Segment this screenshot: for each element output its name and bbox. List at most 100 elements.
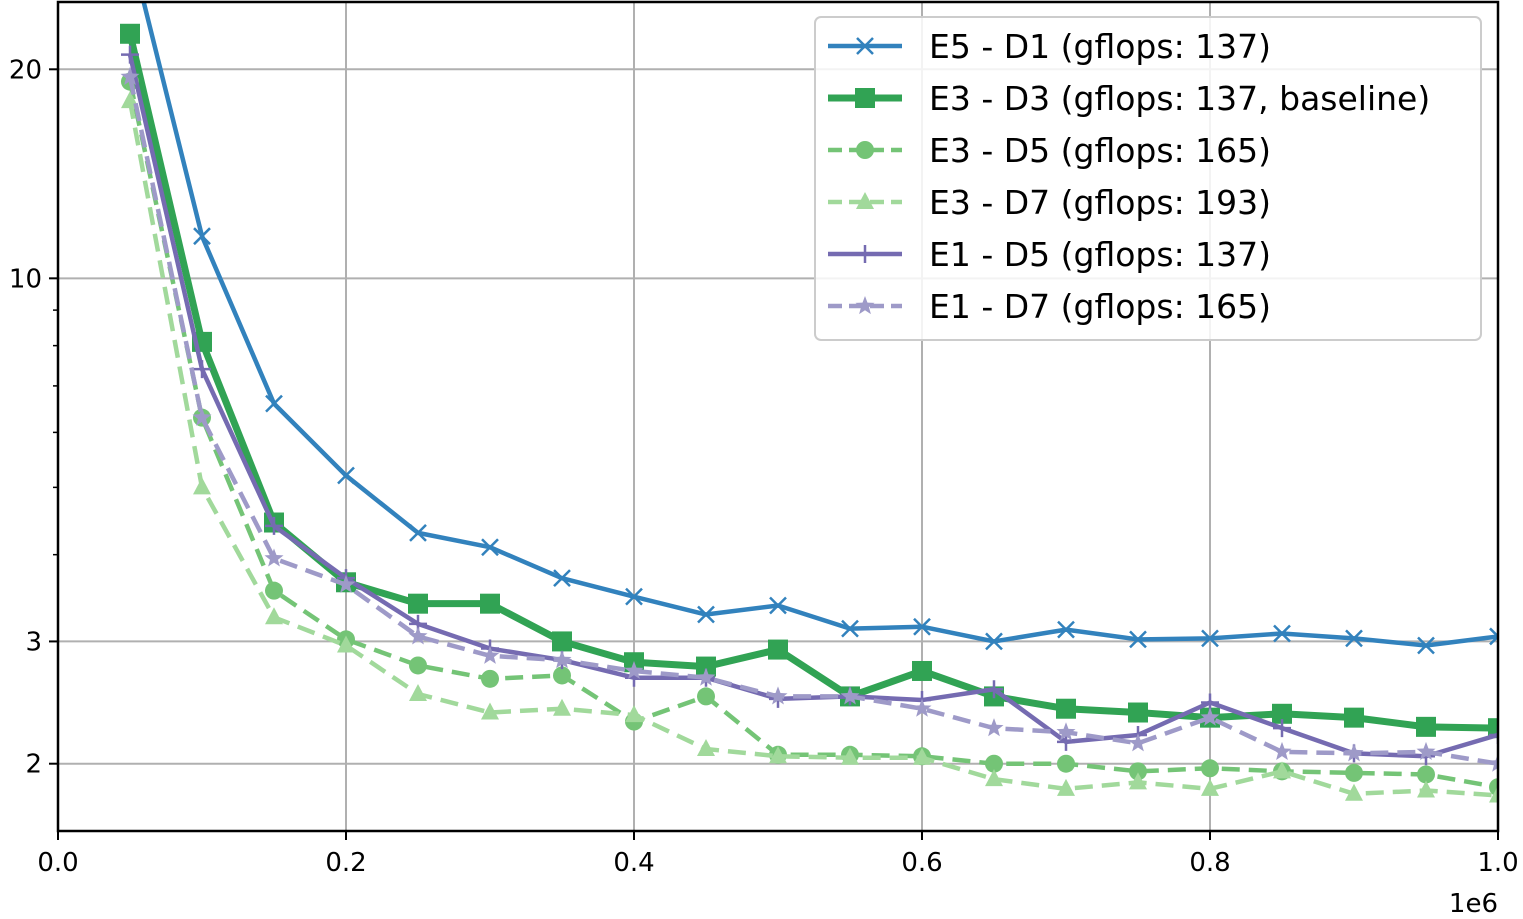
data-point [1489,725,1498,744]
data-point [1489,627,1498,646]
legend-label: E5 - D1 (gflops: 137) [929,27,1271,66]
data-point [552,650,572,669]
axes: 0.0 0.2 0.4 0.6 0.8 1.0 2 3 10 20 1e6 [9,55,1519,919]
data-point [121,45,139,64]
x-tick-label: 0.4 [613,848,654,878]
series-line [127,54,1498,759]
x-tick-label: 0.6 [901,848,942,878]
series-line [127,81,1498,790]
data-point [696,667,716,686]
data-point [265,581,283,600]
data-point [625,587,643,606]
legend-label: E3 - D3 (gflops: 137, baseline) [929,79,1430,118]
x-tick-label: 0.2 [325,848,366,878]
data-point [1057,754,1075,773]
legend-marker [856,245,874,263]
y-tick-label: 20 [9,55,42,85]
data-point [193,227,211,246]
data-point [769,746,787,764]
data-point [912,660,932,681]
data-point [408,593,428,614]
series-line [127,100,1498,798]
data-point [1201,778,1219,796]
data-point [912,698,932,717]
legend-item: E3 - D5 (gflops: 165) [828,131,1271,170]
data-point [1345,629,1363,648]
legend-marker [856,141,874,159]
data-point [1273,624,1291,643]
data-point [985,680,1003,699]
legend-label: E1 - D7 (gflops: 165) [929,287,1271,326]
x-tick-label: 0.0 [37,848,78,878]
data-point [1416,716,1436,737]
data-point [193,360,211,379]
data-point [1201,629,1219,648]
data-point [985,754,1003,773]
legend-label: E1 - D5 (gflops: 137) [929,235,1271,274]
data-point [553,666,571,685]
legend-marker [855,296,875,315]
data-point [1488,718,1498,739]
legend-item: E5 - D1 (gflops: 137) [828,27,1271,66]
data-point [1272,703,1292,724]
data-point [1345,783,1363,801]
data-point [1272,741,1292,760]
data-point [120,23,140,44]
plot-frame [56,0,1500,833]
data-point [337,466,355,485]
data-point [1417,765,1435,784]
data-point [409,523,427,542]
data-point [1057,620,1075,639]
legend-marker [856,192,874,209]
data-point [265,394,283,413]
data-point [408,626,428,645]
data-point [1129,630,1147,649]
data-point [193,477,211,495]
series-1 [141,2,1498,655]
data-point [769,596,787,615]
x-tick-label: 1.0 [1477,848,1518,878]
legend-marker [855,88,875,108]
legend-item: E1 - D5 (gflops: 137) [828,235,1271,274]
data-point [1344,743,1364,762]
data-point [985,769,1003,787]
series-6 [120,66,1498,772]
legend-box [814,16,1482,341]
legend-item: E1 - D7 (gflops: 165) [828,287,1271,326]
data-point [696,656,716,677]
data-point [1489,785,1498,803]
data-point [1128,702,1148,723]
data-point [624,660,644,680]
data-point [1128,733,1148,752]
data-point [553,569,571,588]
series-layer [120,2,1498,803]
data-point [120,66,140,86]
data-point [768,639,788,660]
data-point [841,619,859,638]
data-point [481,538,499,557]
data-point [1417,636,1435,655]
legend-label: E3 - D7 (gflops: 193) [929,183,1271,222]
data-point [1129,772,1147,790]
legend-item: E3 - D3 (gflops: 137, baseline) [828,79,1430,118]
data-point [840,686,860,705]
data-point [697,687,715,706]
data-point [553,698,571,716]
y-tick-label: 3 [25,627,42,657]
data-point [1416,741,1436,760]
legend-marker [856,37,874,55]
series-line [127,76,1498,766]
legend-label: E3 - D5 (gflops: 165) [929,131,1271,170]
data-point [264,548,284,567]
y-tick-label: 10 [9,264,42,294]
series-5 [121,45,1498,766]
y-tick-label: 2 [25,750,42,780]
x-offset-label: 1e6 [1449,889,1498,919]
data-point [1488,753,1498,772]
data-point [697,605,715,624]
data-point [409,656,427,675]
legend-item: E3 - D7 (gflops: 193) [828,183,1271,222]
data-point [1056,722,1076,741]
data-point [1056,698,1076,719]
